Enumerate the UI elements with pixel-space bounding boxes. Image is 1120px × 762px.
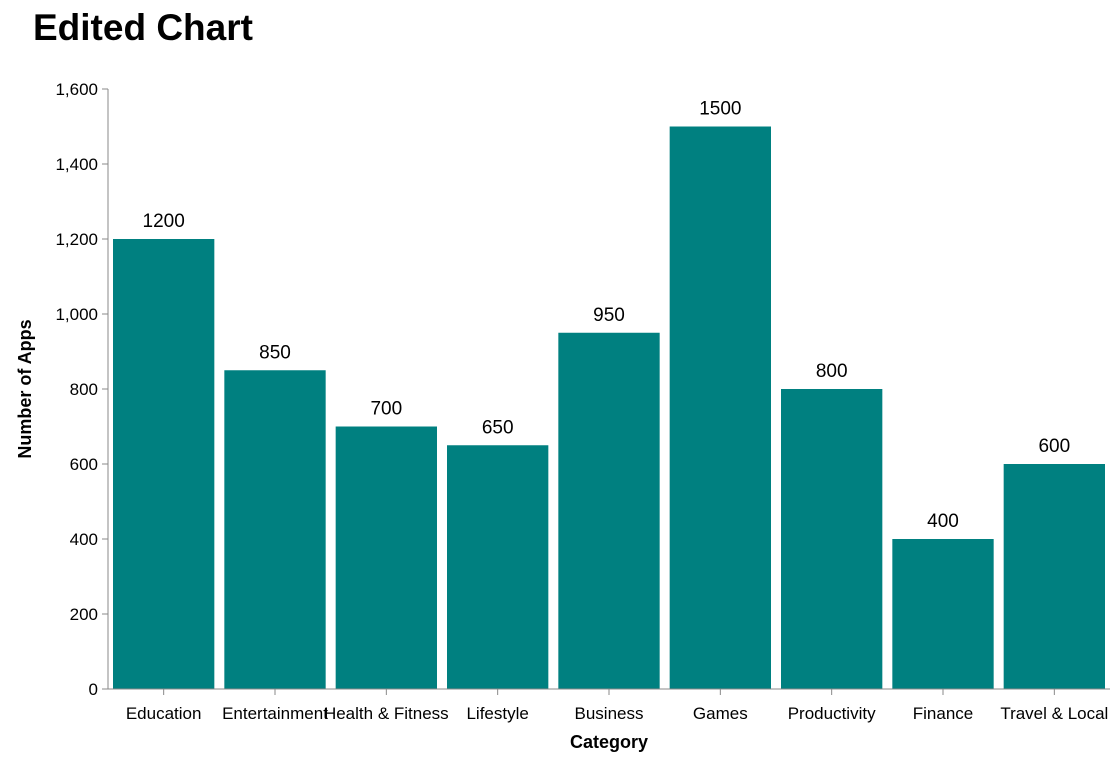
value-label-5: 1500 [699, 99, 741, 120]
value-label-4: 950 [593, 305, 625, 326]
value-label-8: 600 [1038, 436, 1070, 457]
y-tick-label-5: 1,000 [55, 305, 98, 324]
x-tick-label-8: Travel & Local [1000, 704, 1108, 723]
value-label-2: 700 [370, 399, 402, 420]
bar-8 [1003, 464, 1105, 689]
x-tick-label-5: Games [693, 704, 748, 723]
bar-1 [224, 370, 326, 689]
chart-title: Edited Chart [33, 7, 253, 48]
bar-3 [447, 445, 549, 689]
x-tick-label-0: Education [126, 704, 202, 723]
value-label-0: 1200 [143, 211, 185, 232]
y-tick-label-2: 400 [70, 530, 98, 549]
x-tick-label-4: Business [575, 704, 644, 723]
y-tick-label-3: 600 [70, 455, 98, 474]
y-tick-label-4: 800 [70, 380, 98, 399]
x-axis-title: Category [570, 732, 648, 752]
x-tick-label-3: Lifestyle [466, 704, 528, 723]
bar-7 [892, 539, 994, 689]
x-tick-label-7: Finance [913, 704, 973, 723]
value-label-7: 400 [927, 511, 959, 532]
y-axis-title: Number of Apps [15, 319, 35, 458]
value-labels-layer: 1200 850 700 650 950 1500 800 400 600 [143, 99, 1071, 533]
value-label-6: 800 [816, 361, 848, 382]
x-tick-label-1: Entertainment [222, 704, 328, 723]
y-tick-label-0: 0 [89, 680, 98, 699]
y-tick-label-6: 1,200 [55, 230, 98, 249]
bars-layer [113, 126, 1105, 689]
bar-6 [781, 389, 883, 689]
x-tick-label-2: Health & Fitness [324, 704, 449, 723]
y-tick-label-8: 1,600 [55, 80, 98, 99]
y-axis: 0 200 400 600 800 1,000 1,200 1,400 1,600 [55, 80, 109, 699]
bar-4 [558, 332, 660, 689]
bar-2 [335, 426, 437, 689]
y-tick-label-7: 1,400 [55, 155, 98, 174]
value-label-1: 850 [259, 342, 291, 363]
bar-5 [669, 126, 771, 689]
value-label-3: 650 [482, 417, 514, 438]
y-tick-label-1: 200 [70, 605, 98, 624]
x-tick-label-6: Productivity [788, 704, 876, 723]
bar-0 [113, 239, 215, 689]
